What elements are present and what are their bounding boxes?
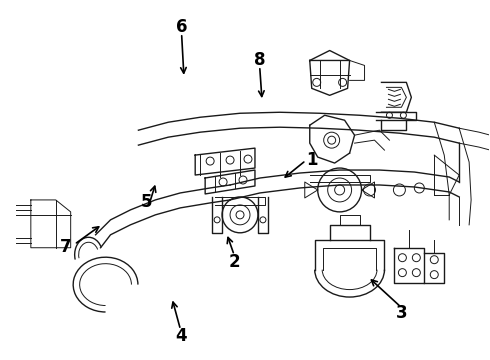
Text: 2: 2 <box>228 253 240 271</box>
Text: 4: 4 <box>175 327 186 345</box>
Text: 6: 6 <box>176 18 187 36</box>
Text: 3: 3 <box>395 305 407 323</box>
Text: 8: 8 <box>254 51 266 69</box>
Text: 5: 5 <box>141 193 152 211</box>
Text: 7: 7 <box>60 238 71 256</box>
Text: 1: 1 <box>307 151 318 169</box>
